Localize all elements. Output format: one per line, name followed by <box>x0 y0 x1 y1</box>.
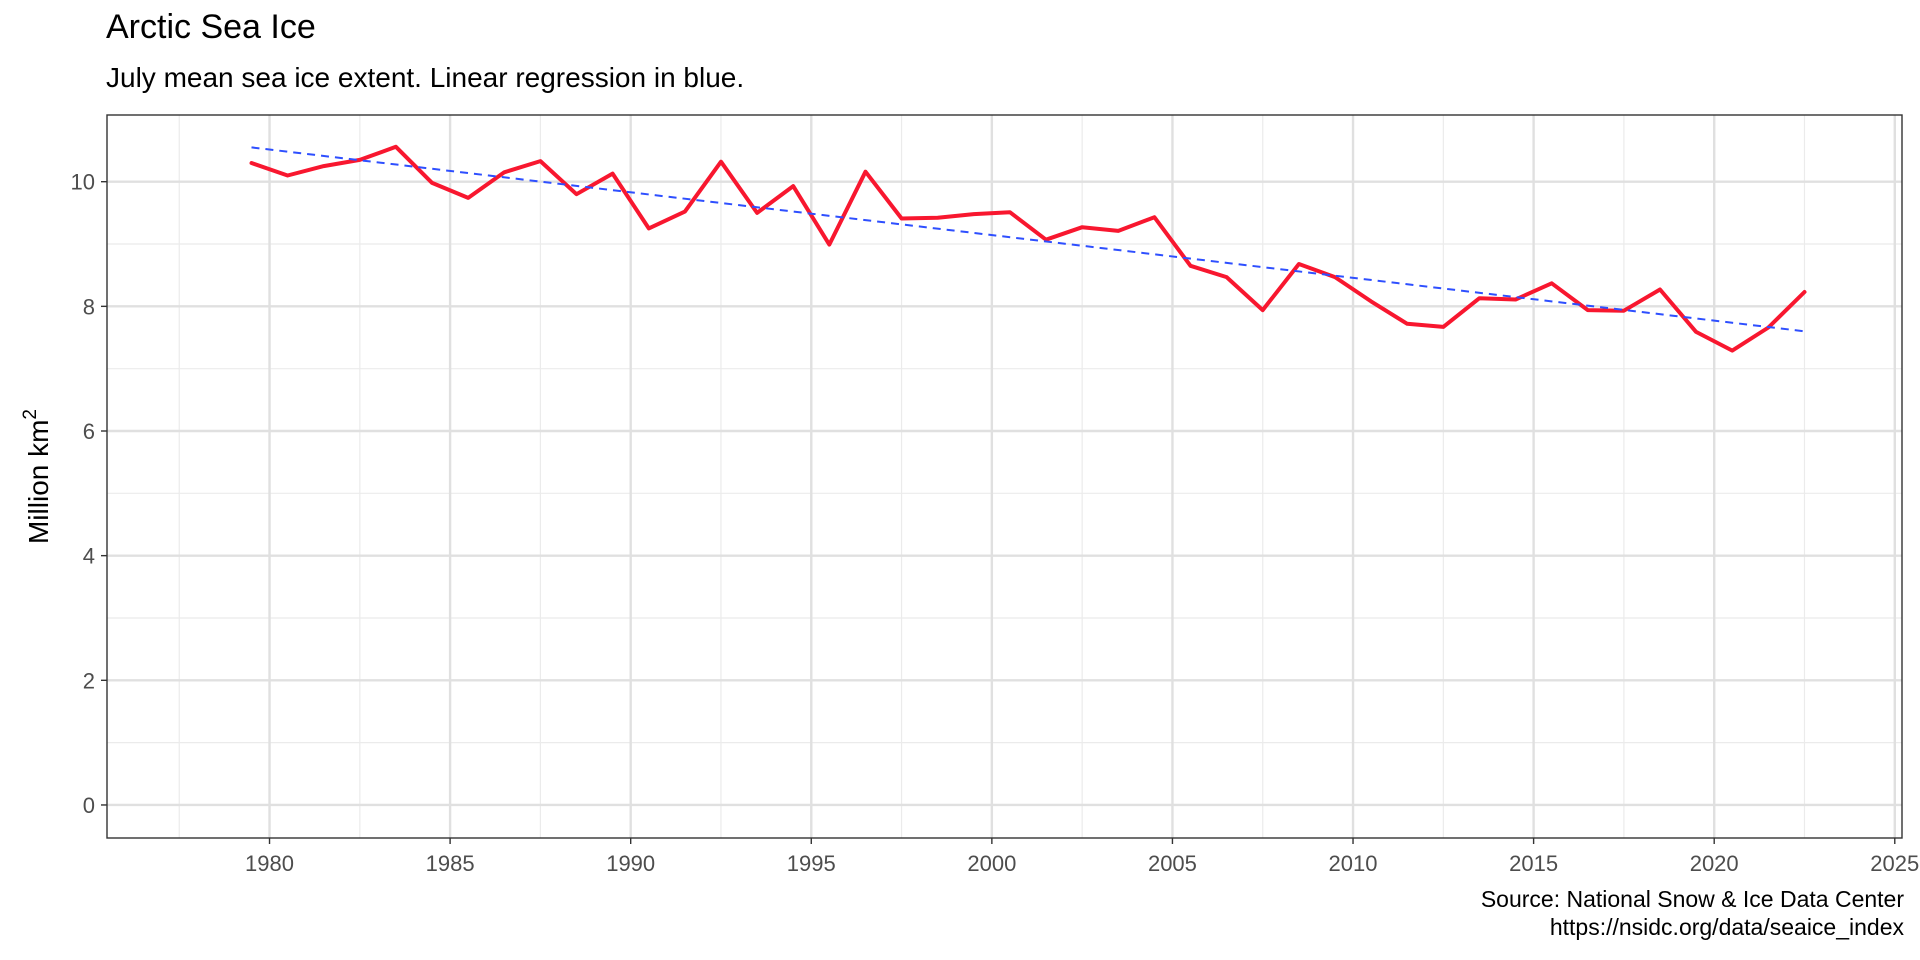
x-tick-label: 1995 <box>787 851 836 876</box>
chart-caption: Source: National Snow & Ice Data Center … <box>1481 885 1904 941</box>
x-tick-label: 2005 <box>1148 851 1197 876</box>
caption-line-source: Source: National Snow & Ice Data Center <box>1480 886 1904 912</box>
caption-line-url: https://nsidc.org/data/seaice_index <box>1549 914 1904 940</box>
y-axis-title-text: Million km <box>23 420 54 544</box>
regression-line <box>251 146 1805 333</box>
x-tick-label: 1980 <box>245 851 294 876</box>
y-axis-title: Million km2 <box>20 409 54 544</box>
y-tick-label: 4 <box>83 544 95 569</box>
series-layer <box>249 144 1807 353</box>
y-tick-label: 6 <box>83 419 95 444</box>
x-tick-label: 2020 <box>1690 851 1739 876</box>
major-gridlines <box>107 115 1902 838</box>
y-tick-label: 2 <box>83 668 95 693</box>
y-axis-title-superscript: 2 <box>20 409 41 420</box>
x-tick-label: 2010 <box>1329 851 1378 876</box>
minor-gridlines <box>107 115 1902 838</box>
x-tick-label: 2025 <box>1870 851 1919 876</box>
y-tick-label: 8 <box>83 294 95 319</box>
panel-border <box>106 114 1903 839</box>
x-tick-label: 1990 <box>606 851 655 876</box>
y-axis: 0 2 4 6 8 10 <box>71 170 107 818</box>
x-axis: 1980 1985 1990 1995 2000 2005 2010 2015 2020 2025 <box>245 838 1919 876</box>
x-tick-label: 1985 <box>426 851 475 876</box>
chart-title: Arctic Sea Ice <box>106 8 316 46</box>
x-tick-label: 2015 <box>1509 851 1558 876</box>
chart-subtitle: July mean sea ice extent. Linear regress… <box>106 62 745 93</box>
y-tick-label: 10 <box>71 170 95 195</box>
x-tick-label: 2000 <box>967 851 1016 876</box>
sea-ice-extent-line <box>249 144 1807 353</box>
y-tick-label: 0 <box>83 793 95 818</box>
